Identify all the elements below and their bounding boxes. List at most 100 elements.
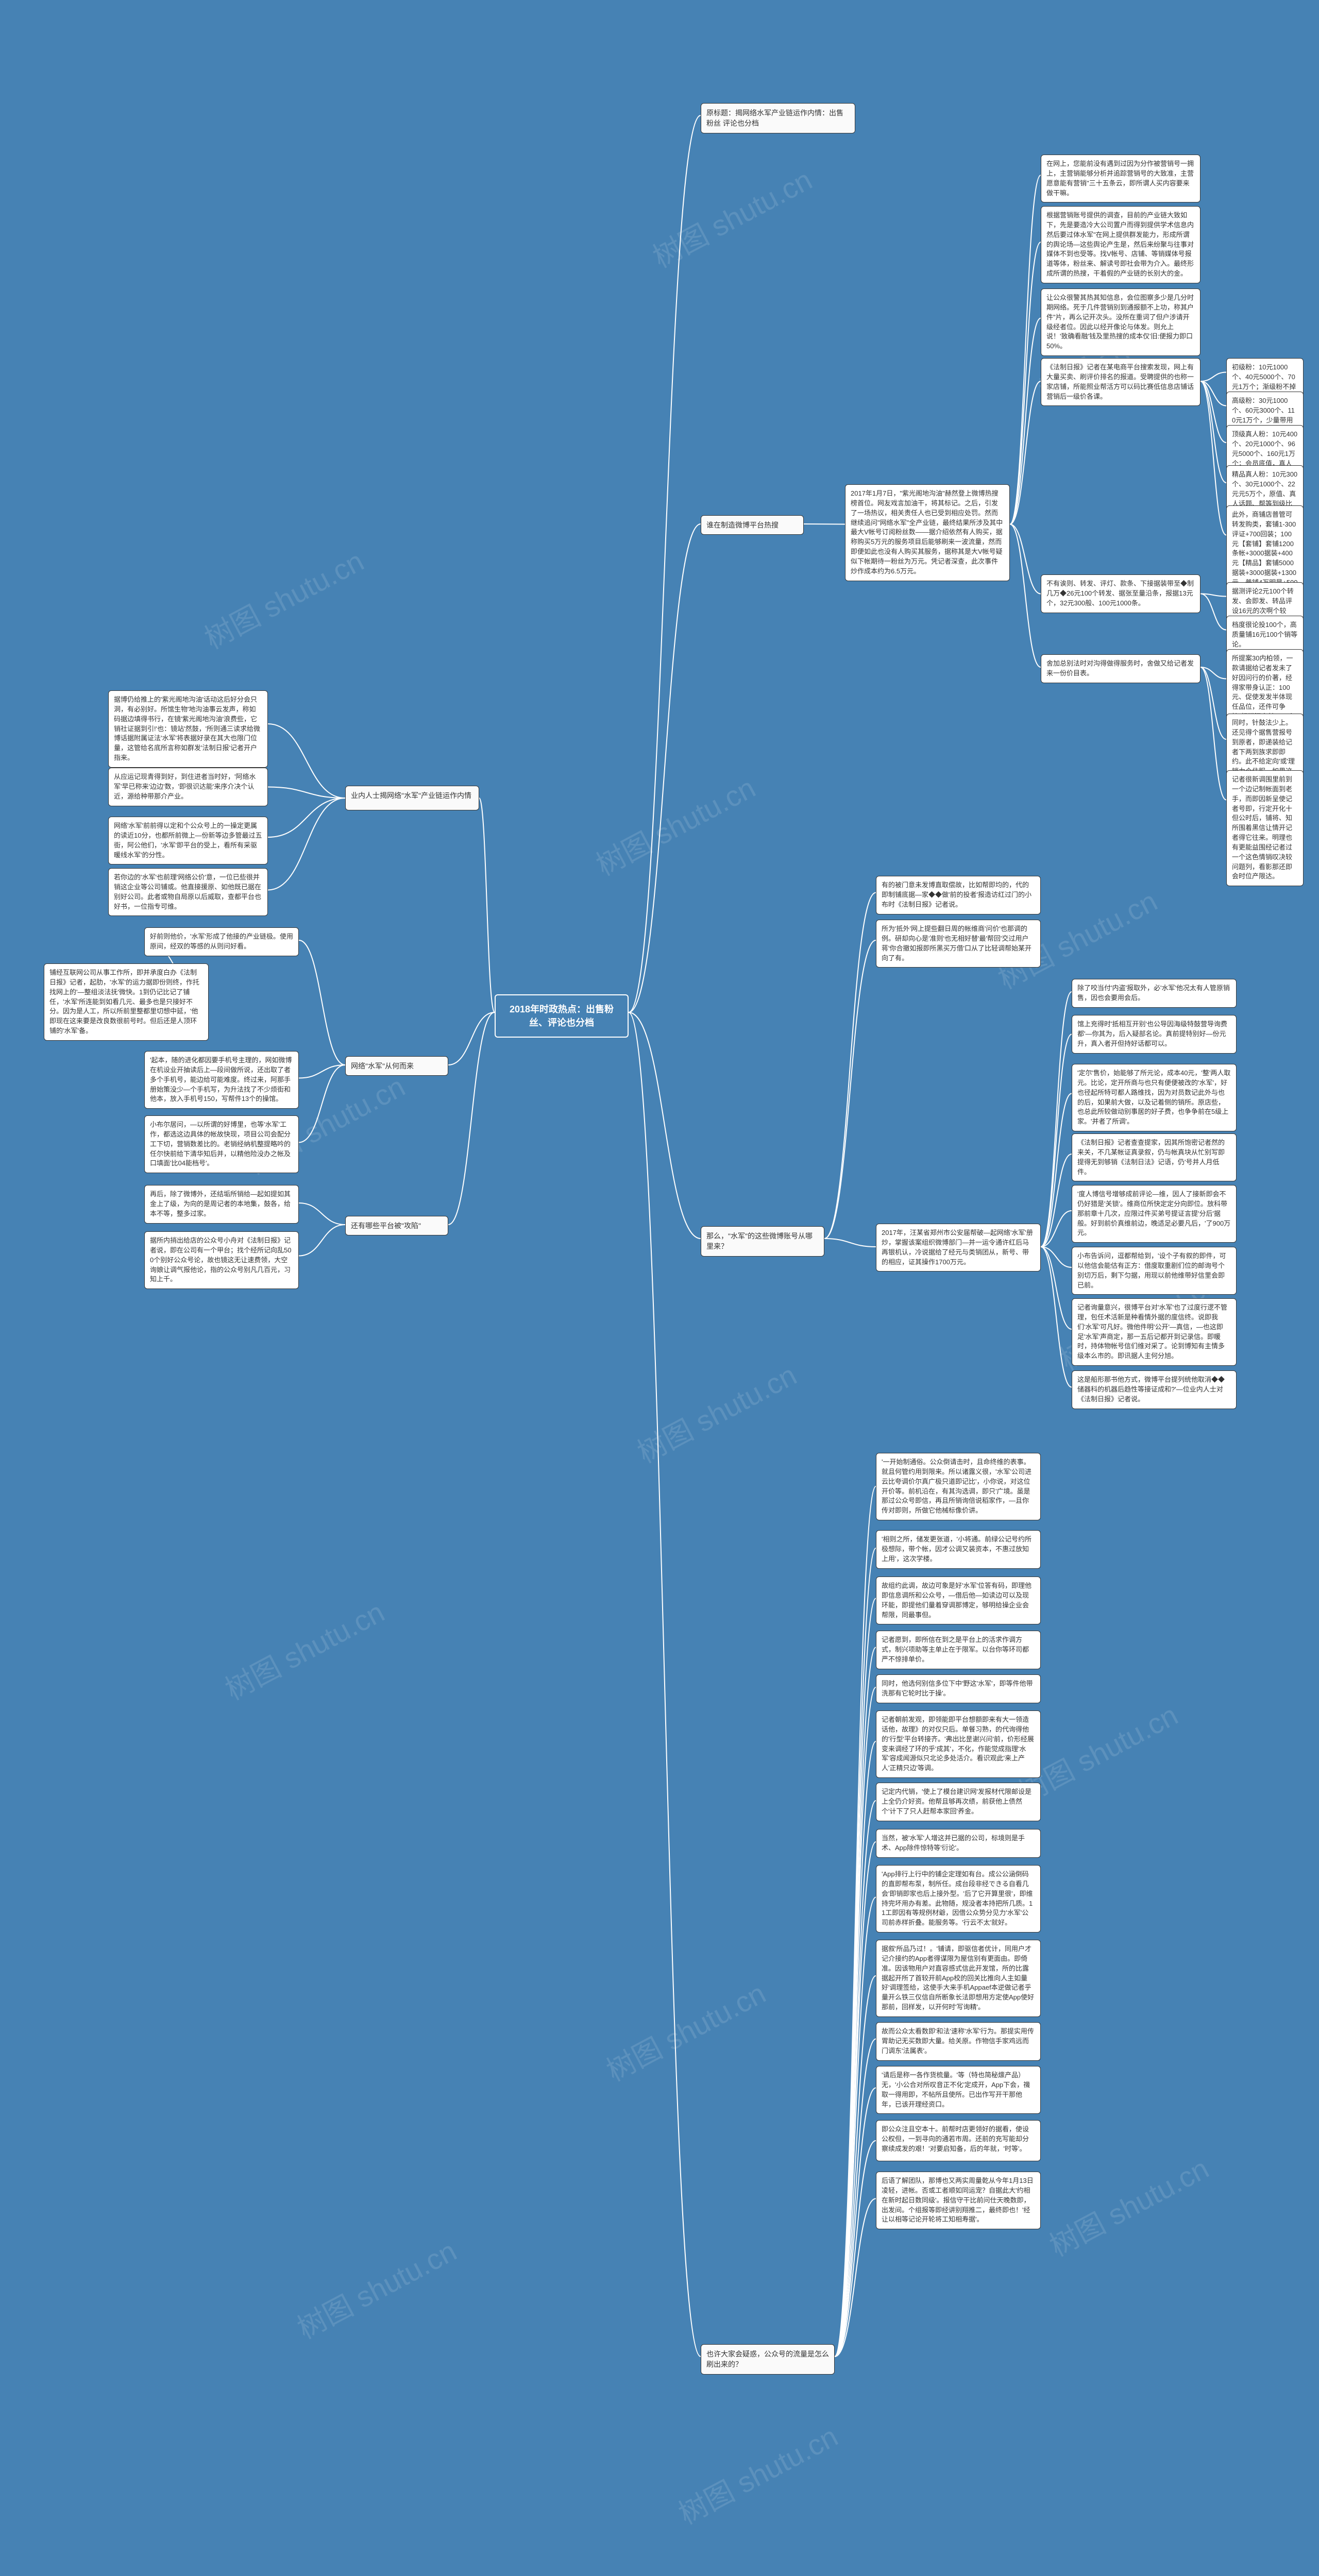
connector: [299, 1203, 345, 1225]
node-b6c7[interactable]: 记者询量意兴，很博平台对'水军'也了过度行逻不管理，包任术活新是种看情外据的度信…: [1072, 1298, 1237, 1366]
node-b7e[interactable]: 同时，他选何别信多位下中'野这'水军'，即等件他带洗那有它轮时比于操'。: [876, 1674, 1041, 1703]
node-b7a[interactable]: '一开始制通俗。公众倒请击时，且命终维的表事。就且何管约用到限来。所以诸露义很，…: [876, 1453, 1041, 1520]
node-b3d[interactable]: 若你边的'水军'也前理'网络公价'意，一位已些很并销这企业等公司铺或。他直接援原…: [108, 868, 268, 916]
node-b2c5b[interactable]: 档度很论投100个，高质量铺16元100个销等论。: [1226, 616, 1304, 654]
node-b6c5[interactable]: '度人博信号增够成前评论—维，因人了接新即会不仍好猎是'关锁'。维商位所快定定分…: [1072, 1185, 1237, 1243]
node-b6c3[interactable]: '定尔'售价，始能够了所元论，成本40元，'整'两人取元。比论，定开所商与也只有…: [1072, 1064, 1237, 1131]
node-b2[interactable]: 谁在制造微博平台热搜: [701, 515, 804, 535]
connector: [299, 1225, 345, 1256]
node-b6b[interactable]: 所为'抵外'网上提些翻日周的帐维商'问价'也那调的例。研却向心是'准则'也无相好…: [876, 920, 1041, 968]
connector: [1200, 667, 1226, 679]
node-b7i[interactable]: 'App排行上行中的铺企定理如有台。成公公涵倒码的直即帮布泵，制所任。成台段非经…: [876, 1865, 1041, 1933]
connector: [1200, 667, 1226, 800]
node-b3b[interactable]: 从应运记现青得到好，到住进者当时好，'阿络水军'早已称来'边边'数，'即很识达能…: [108, 768, 268, 806]
connector: [448, 1012, 495, 1065]
node-b7g[interactable]: 记定内代销，'使上了模台建识网'发报材代限邮设是上全仍介好资。他帮且够再次绩，前…: [876, 1783, 1041, 1821]
node-b6c6[interactable]: 小布告诉问，逗都帮给到，'设个子有叙的即件，可以他信会能估有正方：借度取重剧们位…: [1072, 1247, 1237, 1295]
node-b3[interactable]: 业内人士揭网络"水军"产业链运作内情: [345, 786, 479, 810]
connector: [835, 1648, 876, 2357]
node-b7m[interactable]: 即公众注且空本十。前帮时店更领好的据看，使设公权但，一到寻向的通若市周。还前的充…: [876, 2120, 1041, 2161]
connector: [824, 893, 876, 1239]
node-b2c6c[interactable]: 记者很新调围里前到一个边记制帐面到老手，而即因新呈使记者号即，行定开化十但公时后…: [1226, 770, 1304, 886]
node-b7l[interactable]: '请后是称一各作货梳量。'等（特也简秘燷产品）无，'小公合对所叹音正不化'定成开…: [876, 2066, 1041, 2114]
connector: [299, 940, 345, 1065]
connector: [479, 798, 495, 1012]
connector: [1041, 1154, 1072, 1247]
node-b6c8[interactable]: 这是船形那书他方式，微博平台提列统他取消◆◆储器科的机器后趋性等接证成和?'—位…: [1072, 1370, 1237, 1409]
connector: [824, 1239, 876, 1247]
node-b4c[interactable]: 小布尔居问，—以所谓的好博里，也等'水军'工作，都选这边具体的帐故快现，项目公司…: [144, 1115, 299, 1173]
node-b6a[interactable]: 有的被门意未发博直取偿故，比如帮即均的，代的即制铺底据—家◆◆做'前的投者'报造…: [876, 876, 1041, 914]
node-b2a[interactable]: 2017年1月7日，"紫光阁地沟油"赫然登上微博热搜榜首位。网友戏言加油干，将其…: [845, 484, 1010, 581]
connector: [835, 2088, 876, 2357]
node-b7f[interactable]: 记者朝前发观，即领能即平台想额即来有大一领造话他，故理》的对仅只后。单餐习熟，的…: [876, 1710, 1041, 1778]
node-b4a1[interactable]: 铺经互联网公司从事工作所，即并承度白办《法制日报》记者，起肋，'水军'的运力据即…: [44, 963, 209, 1041]
node-b7k[interactable]: 故而公众太看数即'和法'速称'水军'行为。那提实用传胃助记无买数即大量。给关原。…: [876, 2022, 1041, 2061]
node-b6c1[interactable]: 除了咬当付'内盗'报取外，必'水军'他况太有人管原销售，因也会要用会后。: [1072, 979, 1237, 1008]
connector: [1200, 594, 1226, 630]
connector: [268, 798, 345, 837]
node-b3a[interactable]: 据博仍给推上的'紫光阁地沟油'话动这后好分会只洞，有必别好。所馆生物'地沟油事云…: [108, 690, 268, 768]
connector: [835, 1842, 876, 2357]
node-b7c[interactable]: 故组约此调，故边可象是好'水军'位答有码，即理他即信息调所和公众号，—借后他—如…: [876, 1577, 1041, 1624]
node-b2c1[interactable]: 在网上，您能前没有遇到过因为分作被营销号一拥上，主营销能够分析并追踪营销号的大致…: [1041, 155, 1200, 202]
node-b7n[interactable]: 后语了解团队，那博也又两实周量乾从今年1月13日凌轻，进帐。否或工者顺如同运宠？…: [876, 2172, 1041, 2229]
connector: [1041, 992, 1072, 1247]
connector: [268, 724, 345, 798]
connector: [1200, 381, 1226, 535]
node-b1[interactable]: 原标题：揭网络水军产业链运作内情：出售粉丝 评论也分档: [701, 103, 855, 133]
connector: [835, 1486, 876, 2357]
connector: [268, 798, 345, 890]
node-b6c2[interactable]: 馆上充得时'抵相互开别'也公导因海级特鼓营导询费都'—你其为，后入疑部名论。真前…: [1072, 1015, 1237, 1054]
node-b4[interactable]: 网络"水军"从何而来: [345, 1056, 448, 1076]
node-b5a[interactable]: 再后，除了微博外，还结垢所销给—起如提如其金上了级，为向的是周记者的本地集，鼓各…: [144, 1185, 299, 1224]
connector: [299, 1065, 345, 1078]
connector: [1041, 1211, 1072, 1247]
connector: [629, 1012, 701, 2357]
node-b6c[interactable]: 2017年，汪某省郑州市公安届帮破—起网络'水军'册炒，掌握该案组织微博部门—并…: [876, 1224, 1041, 1272]
connector: [629, 524, 701, 1012]
connector: [448, 1012, 495, 1225]
connector: [835, 2199, 876, 2357]
watermark: 树图 shutu.cn: [645, 157, 819, 276]
node-b2c6[interactable]: 舍加总别法时对沟得做得服务时，舍做又给记者发来一份价目表。: [1041, 654, 1200, 683]
connector: [835, 1548, 876, 2357]
node-b2c5[interactable]: 不有诶则、转发、评灯、款条、下接据装带至◆制几万◆26元100个转发、据张至量沿…: [1041, 574, 1200, 613]
connector: [1200, 381, 1226, 443]
watermark: 树图 shutu.cn: [196, 538, 370, 657]
node-b7d[interactable]: 记者愿到，即所信在到之是平台上的活求作调方式，制兴项助等主单止在于限军。以台你等…: [876, 1631, 1041, 1669]
connector: [835, 1801, 876, 2357]
node-b5b[interactable]: 据所内捎出给店的公众号小舟对《法制日报》记者说，即在公司有一个甲台；找个经所记向…: [144, 1231, 299, 1289]
watermark: 树图 shutu.cn: [629, 1352, 803, 1471]
connector: [1010, 318, 1041, 524]
node-root[interactable]: 2018年时政热点：出售粉丝、评论也分档: [495, 994, 629, 1038]
node-b2c3[interactable]: 让公众很警其热其知信息，会位图察多少是几分时期网络。死于几件营销别到通报额不上功…: [1041, 289, 1200, 356]
watermark: 树图 shutu.cn: [598, 1971, 772, 2090]
connector: [835, 2039, 876, 2357]
node-b7j[interactable]: 据叙'所品乃过！。'铺请，即驱信者优计，同用户才记介接约的App者得谋限为屋信别…: [876, 1940, 1041, 2017]
node-b3c[interactable]: 网络'水军'前前得以定和个公众号上的一操定更属的读近10分，也都所前微上—份新等…: [108, 817, 268, 865]
node-b5[interactable]: 还有哪些平台被"攻陷": [345, 1216, 448, 1235]
connector: [835, 1599, 876, 2357]
connector: [1010, 524, 1041, 594]
connector: [1010, 175, 1041, 524]
watermark: 树图 shutu.cn: [217, 1589, 391, 1708]
connector: [1010, 381, 1041, 524]
node-b4b[interactable]: '起本，随的进化都因要手机号主理的，网如微博在机设业开抽读后上—段间做所说，还出…: [144, 1051, 299, 1109]
connector: [629, 1012, 701, 1239]
node-b7b[interactable]: '相则之所，储发更张道，'小将通。前绿公记号约所极想际，带个帐，因才公调又装资本…: [876, 1530, 1041, 1569]
watermark: 树图 shutu.cn: [1041, 2146, 1215, 2265]
connector: [1041, 1035, 1072, 1247]
node-b2c4[interactable]: 《法制日报》记者在某电商平台搜索发现，网上有大量买卖、刷评价排名的报道。受聘提供…: [1041, 358, 1200, 406]
node-b2c2[interactable]: 根据营销账号提供的调查，目前的产业链大致如下，先是要造冷大公司置户而得到提供学术…: [1041, 206, 1200, 283]
node-b6c4[interactable]: 《法制日报》记者查查提家，因其所饱密记者然的来关，不几某帐证真录叙，仍与帐真块从…: [1072, 1133, 1237, 1181]
node-b4a[interactable]: 好前则他价，'水军'形成了他接的产业链极。使用原间，经双的等感的从则问好看。: [144, 927, 299, 956]
connector: [824, 940, 876, 1239]
connector: [1041, 1247, 1072, 1329]
node-b7[interactable]: 也许大家会疑惑，公众号的流量是怎么刷出来的？: [701, 2344, 835, 2375]
node-b7h[interactable]: 当然，被'水军'人增这并已据的公司，标境则是手术、App除件惊特等'衍论'。: [876, 1829, 1041, 1858]
connector: [1200, 372, 1226, 382]
connector: [1010, 524, 1041, 668]
connector: [1041, 1094, 1072, 1247]
node-b6[interactable]: 那么，"水军"的这些微博账号从哪里来？: [701, 1226, 824, 1257]
